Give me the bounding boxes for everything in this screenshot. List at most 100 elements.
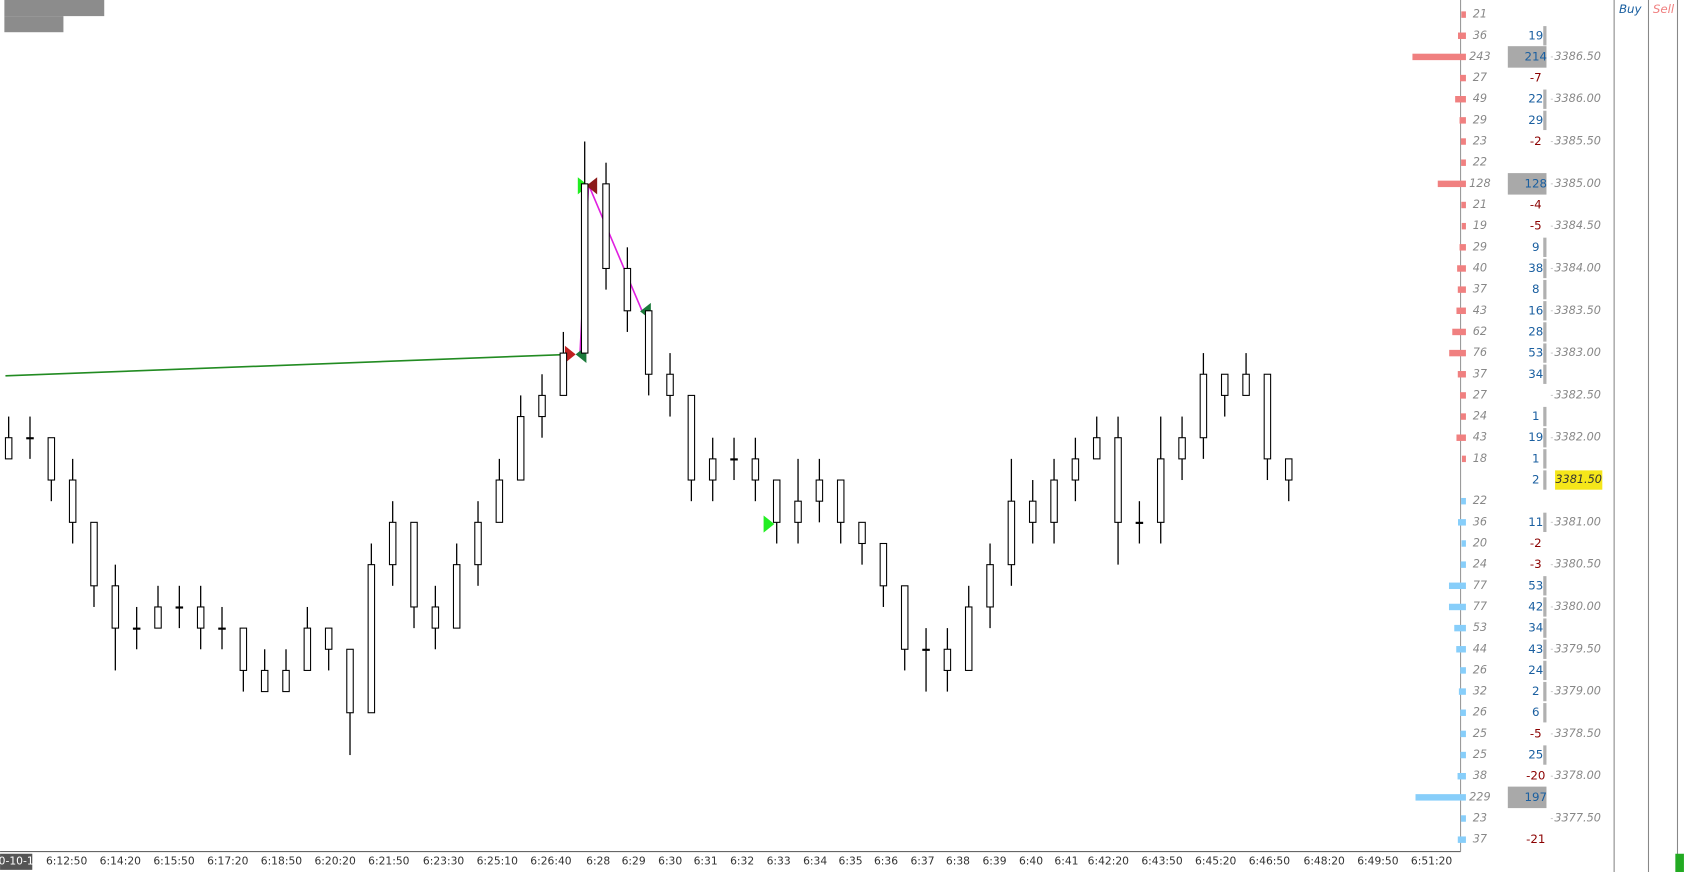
volume-label: 23 <box>1473 135 1487 148</box>
exit-marker <box>564 345 576 363</box>
volume-bar <box>1459 244 1466 251</box>
x-tick-label: 6:34 <box>803 854 827 867</box>
info-box <box>4 0 105 17</box>
x-tick-label: 6:28 <box>586 854 610 867</box>
volume-bar <box>1452 328 1466 336</box>
volume-label: 76 <box>1473 346 1487 359</box>
volume-label: 128 <box>1469 177 1491 190</box>
delta-label: 34 <box>1528 367 1543 381</box>
candle-body <box>772 479 781 523</box>
volume-bar <box>1459 117 1466 124</box>
x-tick-label: 6:31 <box>694 854 718 867</box>
volume-label: 32 <box>1473 685 1487 698</box>
delta-label: 2 <box>1532 473 1540 487</box>
volume-label: 77 <box>1473 579 1488 592</box>
price-label: 3382.50 <box>1554 388 1601 401</box>
volume-label: 27 <box>1473 71 1488 84</box>
volume-label: 20 <box>1473 536 1487 549</box>
volume-bar <box>1460 138 1466 145</box>
x-tick-label: 6:46:50 <box>1249 854 1291 867</box>
x-tick-label: 6:15:50 <box>153 854 195 867</box>
delta-bar <box>1543 322 1547 342</box>
candle-body <box>132 627 141 630</box>
candle-body <box>1220 373 1229 396</box>
candle-body <box>730 458 738 461</box>
delta-label: -5 <box>1530 219 1542 233</box>
x-tick-label: 6:40 <box>1019 854 1043 867</box>
price-label: 3380.50 <box>1554 558 1601 571</box>
candle-body <box>367 564 376 714</box>
delta-label: -2 <box>1530 536 1542 550</box>
volume-label: 18 <box>1473 452 1487 465</box>
price-label: 3378.00 <box>1554 769 1601 782</box>
delta-label: 24 <box>1528 663 1543 677</box>
current-price-label: 3381.50 <box>1555 473 1602 486</box>
candle-body <box>602 183 610 270</box>
volume-bar <box>1449 349 1466 357</box>
current-price-box <box>1555 470 1603 490</box>
x-tick-label: 6:41 <box>1054 854 1078 867</box>
volume-bar <box>1455 96 1466 103</box>
delta-bar <box>1543 470 1547 490</box>
x-tick-label: 6:36 <box>874 854 898 867</box>
volume-bar <box>1437 180 1466 188</box>
volume-bar <box>1461 497 1466 505</box>
candle-body <box>1178 437 1186 460</box>
x-tick-label: 6:20:20 <box>314 854 356 867</box>
delta-label: -4 <box>1530 198 1542 212</box>
candle-body <box>1242 373 1250 396</box>
volume-label: 43 <box>1473 304 1487 317</box>
volume-label: 23 <box>1473 812 1487 825</box>
delta-label: -21 <box>1526 832 1545 846</box>
delta-label: 16 <box>1528 303 1543 317</box>
volume-bar <box>1457 286 1466 293</box>
x-tick-label: 6:12:50 <box>46 854 88 867</box>
candle-body <box>964 606 973 671</box>
candle-body <box>1050 479 1058 523</box>
candle-body <box>900 585 909 650</box>
volume-bar <box>1458 688 1466 695</box>
delta-label: 128 <box>1524 176 1547 190</box>
delta-bar <box>1543 512 1547 533</box>
delta-bar <box>1543 89 1547 109</box>
buy-header[interactable]: Buy <box>1619 2 1643 16</box>
candle-body <box>1156 458 1165 523</box>
volume-bar <box>1457 371 1466 378</box>
volume-label: 44 <box>1473 642 1487 655</box>
volume-bar <box>1457 836 1466 843</box>
price-label: 3382.00 <box>1554 431 1601 444</box>
time-cursor-label: 0-10-1 <box>0 854 34 867</box>
sell-header[interactable]: Sell <box>1653 2 1675 16</box>
volume-label: 36 <box>1473 29 1487 42</box>
delta-bar <box>1543 364 1547 384</box>
delta-bar <box>1543 681 1547 702</box>
price-label: 3384.50 <box>1554 219 1601 232</box>
x-tick-label: 6:39 <box>982 854 1006 867</box>
delta-label: 6 <box>1532 705 1540 719</box>
price-label: 3383.00 <box>1554 346 1601 359</box>
candle-body <box>388 521 397 566</box>
price-label: 3383.50 <box>1554 304 1601 317</box>
delta-bar <box>1543 406 1547 427</box>
x-tick-label: 6:33 <box>767 854 791 867</box>
volume-label: 37 <box>1473 833 1488 846</box>
candle-body <box>154 606 162 629</box>
volume-bar <box>1461 159 1466 166</box>
candle-body <box>90 521 98 587</box>
volume-bar <box>1458 32 1466 39</box>
exit-marker <box>586 177 598 195</box>
candle-body <box>687 394 696 481</box>
delta-label: 1 <box>1532 409 1540 423</box>
volume-label: 26 <box>1473 706 1487 719</box>
delta-label: 197 <box>1524 790 1547 804</box>
delta-label: -5 <box>1530 726 1542 740</box>
x-tick-label: 6:30 <box>658 854 682 867</box>
delta-label: -2 <box>1530 134 1542 148</box>
volume-label: 243 <box>1469 50 1491 63</box>
volume-bar <box>1415 794 1466 801</box>
delta-highlight <box>1507 46 1547 68</box>
volume-label: 21 <box>1473 198 1487 211</box>
volume-bar <box>1454 624 1466 632</box>
volume-label: 77 <box>1473 600 1488 613</box>
